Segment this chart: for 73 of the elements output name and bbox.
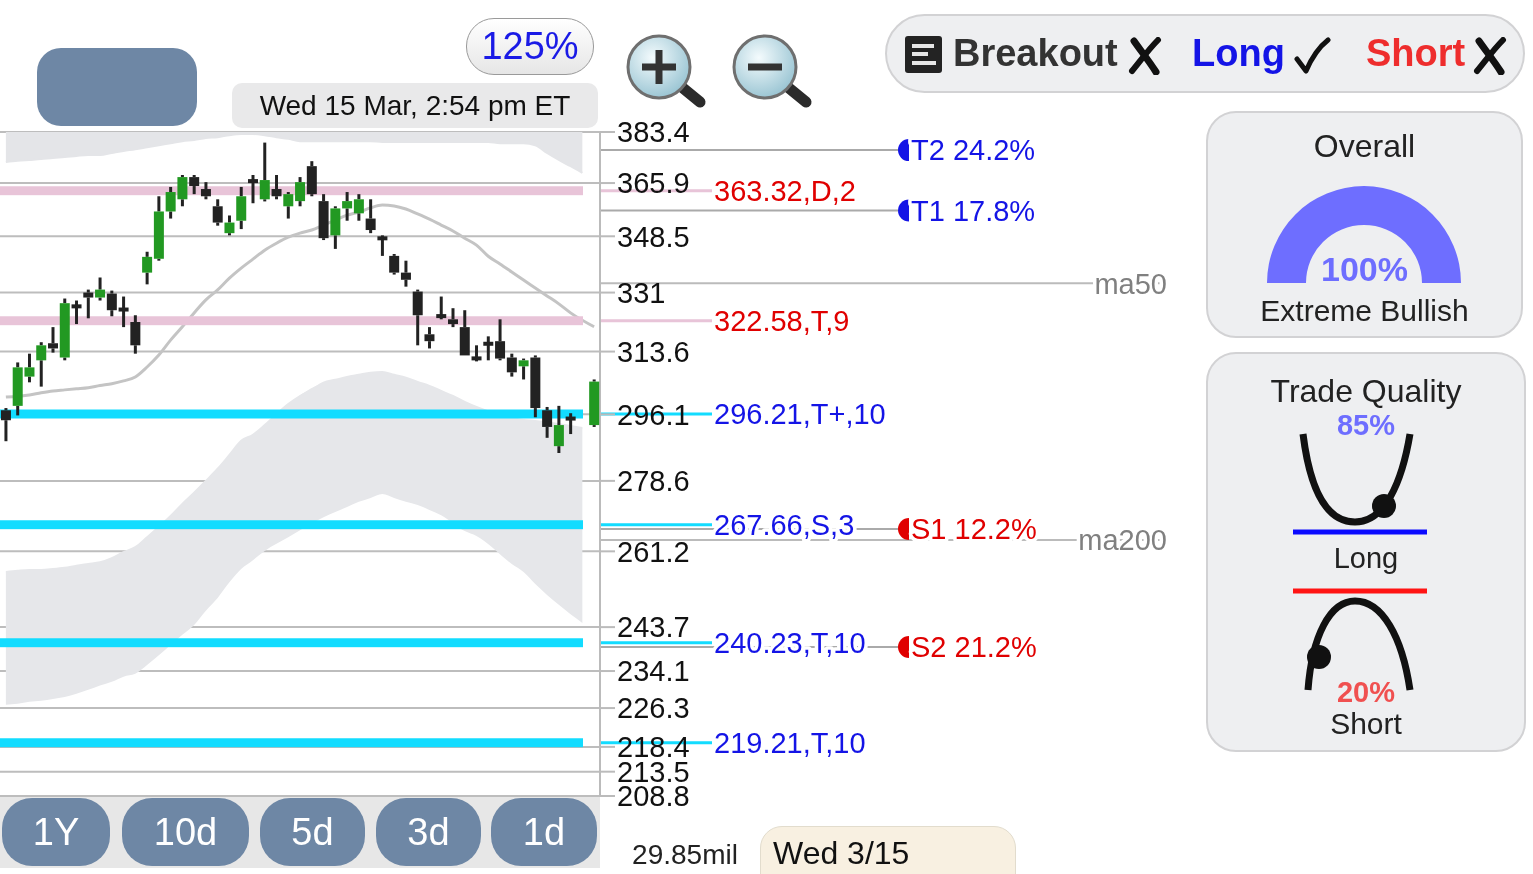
ref-line-label: 267.66,S,3 (714, 508, 855, 541)
button: 5d (260, 798, 365, 866)
candlestick (271, 175, 282, 200)
y-tick-label: 383.4 (617, 116, 690, 149)
y-tick-label: 234.1 (617, 655, 690, 688)
button: 1Y (2, 798, 110, 866)
text: 20% (1336, 676, 1396, 708)
y-tick-label: 348.5 (617, 220, 690, 253)
candlestick (212, 199, 223, 226)
text: Short (1330, 707, 1402, 740)
candlestick (589, 379, 600, 427)
candlestick (189, 175, 200, 196)
text: Long (1333, 542, 1399, 574)
date-box: Wed 15 Mar, 2:54 pm ET (232, 83, 598, 128)
candlestick (459, 310, 470, 356)
text: Trade Quality (1270, 373, 1462, 409)
ref-line-label: 363.32,D,2 (714, 174, 856, 207)
ref-line-label: T2 24.2% (911, 134, 1036, 167)
button: 1d (491, 798, 597, 866)
candlestick (259, 142, 270, 202)
button: 3d (376, 798, 481, 866)
candlestick (553, 404, 564, 453)
ref-line-label: 322.58,T,9 (714, 304, 850, 337)
y-tick-label: 365.9 (617, 167, 690, 200)
ref-line-label: ma200 (1078, 524, 1167, 557)
text: Long (1192, 32, 1285, 74)
candlestick (306, 161, 317, 197)
ref-line-label: T1 17.8% (911, 194, 1036, 227)
date-tag: Wed 3/15 (760, 826, 1016, 874)
candlestick (424, 327, 435, 349)
candlestick (130, 315, 141, 354)
text: 85% (1336, 409, 1396, 441)
candlestick (95, 277, 106, 301)
data-label: 100% (1321, 250, 1408, 288)
text: 29.85mil (632, 839, 738, 871)
candlestick (506, 353, 517, 377)
candlestick (530, 355, 541, 418)
ref-line-label: S1 12.2% (911, 513, 1037, 546)
candlestick (318, 194, 329, 242)
candlestick (342, 192, 353, 221)
text: Breakout (953, 32, 1118, 74)
text: Short (1366, 32, 1466, 74)
candlestick (400, 260, 411, 287)
candlestick (389, 253, 400, 275)
candlestick (365, 199, 376, 235)
text: Extreme Bullish (1260, 294, 1469, 327)
ref-line-label: 219.21,T,10 (714, 726, 866, 759)
candlestick (353, 194, 364, 221)
y-tick-label: 331 (617, 276, 666, 309)
candlestick (142, 251, 153, 285)
y-tick-label: 226.3 (617, 692, 690, 725)
candlestick (412, 289, 423, 346)
candlestick (36, 342, 47, 387)
y-tick-label: 313.6 (617, 335, 690, 368)
candlestick (542, 405, 553, 438)
button: 10d (122, 798, 249, 866)
candlestick (153, 196, 164, 261)
ref-line-label: 296.21,T+,10 (714, 398, 886, 431)
candlestick (106, 290, 117, 317)
candlestick (83, 289, 94, 319)
candlestick (295, 177, 306, 207)
y-tick-label: 243.7 (617, 611, 690, 644)
y-tick-label: 261.2 (617, 535, 690, 568)
y-tick-label: 278.6 (617, 465, 690, 498)
zoom-level-pill: 125% (466, 18, 594, 75)
ref-line-label: ma50 (1094, 267, 1167, 300)
candlestick (200, 182, 211, 200)
candlestick (236, 185, 247, 231)
candlestick (48, 327, 58, 353)
ref-line-label: 240.23,T,10 (714, 626, 866, 659)
candlestick (448, 308, 458, 329)
chart-title: Overall (1313, 128, 1416, 164)
ref-line-label: S2 21.2% (911, 631, 1037, 664)
